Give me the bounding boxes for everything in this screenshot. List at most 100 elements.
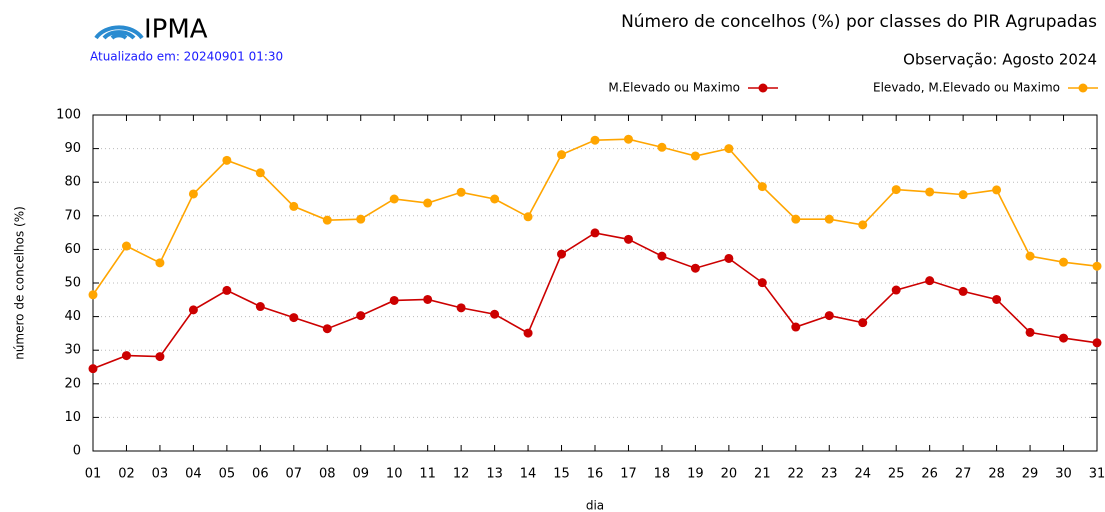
legend-swatch — [1078, 83, 1088, 93]
x-tick-label: 03 — [152, 467, 169, 482]
y-tick-label: 60 — [64, 242, 81, 257]
point — [356, 311, 366, 321]
point — [925, 187, 935, 197]
point — [690, 151, 700, 161]
y-tick-label: 30 — [64, 343, 81, 358]
point — [1092, 338, 1102, 348]
point — [155, 352, 165, 362]
x-tick-label: 11 — [419, 467, 436, 482]
point — [623, 134, 633, 144]
point — [1025, 327, 1035, 337]
x-tick-label: 30 — [1055, 467, 1072, 482]
chart-subtitle: Observação: Agosto 2024 — [903, 51, 1097, 69]
point — [858, 318, 868, 328]
point — [456, 187, 466, 197]
y-tick-label: 10 — [64, 410, 81, 425]
x-tick-label: 20 — [721, 467, 738, 482]
point — [490, 194, 500, 204]
point — [222, 285, 232, 295]
x-tick-label: 24 — [854, 467, 871, 482]
point — [590, 135, 600, 145]
y-tick-label: 40 — [64, 309, 81, 324]
x-tick-label: 18 — [654, 467, 671, 482]
x-tick-label: 27 — [955, 467, 972, 482]
point — [657, 142, 667, 152]
point — [255, 302, 265, 312]
updated: Atualizado em: 20240901 01:30 — [90, 50, 283, 64]
y-tick-label: 100 — [56, 108, 81, 123]
y-tick-label: 70 — [64, 208, 81, 223]
point — [88, 290, 98, 300]
x-tick-label: 17 — [620, 467, 637, 482]
point — [255, 168, 265, 178]
x-tick-label: 05 — [219, 467, 236, 482]
point — [858, 220, 868, 230]
point — [791, 214, 801, 224]
point — [322, 324, 332, 334]
x-tick-label: 02 — [118, 467, 135, 482]
x-tick-label: 19 — [687, 467, 704, 482]
x-tick-label: 26 — [921, 467, 938, 482]
chart-title: Número de concelhos (%) por classes do P… — [621, 12, 1097, 32]
point — [322, 215, 332, 225]
point — [1059, 333, 1069, 343]
x-tick-label: 22 — [788, 467, 805, 482]
point — [188, 305, 198, 315]
point — [1059, 257, 1069, 267]
point — [222, 155, 232, 165]
x-tick-label: 07 — [286, 467, 303, 482]
point — [824, 311, 834, 321]
x-tick-label: 04 — [185, 467, 202, 482]
point — [992, 185, 1002, 195]
x-tick-label: 28 — [988, 467, 1005, 482]
x-tick-label: 13 — [486, 467, 503, 482]
point — [891, 185, 901, 195]
x-axis-label: dia — [586, 499, 604, 512]
x-tick-label: 29 — [1022, 467, 1039, 482]
point — [557, 249, 567, 259]
point — [891, 285, 901, 295]
point — [389, 295, 399, 305]
point — [757, 278, 767, 288]
series-line — [92, 138, 1098, 296]
point — [824, 214, 834, 224]
x-tick-label: 01 — [85, 467, 102, 482]
point — [1025, 251, 1035, 261]
logo: IPMA — [94, 15, 208, 45]
point — [88, 364, 98, 374]
point — [389, 194, 399, 204]
x-tick-label: 10 — [386, 467, 403, 482]
x-tick-label: 14 — [520, 467, 537, 482]
x-tick-label: 12 — [453, 467, 470, 482]
x-tick-label: 08 — [319, 467, 336, 482]
point — [121, 351, 131, 361]
y-tick-label: 0 — [73, 444, 81, 459]
point — [456, 303, 466, 313]
point — [590, 228, 600, 238]
legend-label: Elevado, M.Elevado ou Maximo — [873, 81, 1060, 95]
point — [791, 322, 801, 332]
point — [757, 182, 767, 192]
series-line — [92, 232, 1098, 370]
y-tick-label: 50 — [64, 276, 81, 291]
point — [523, 328, 533, 338]
point — [557, 150, 567, 160]
point — [724, 144, 734, 154]
x-tick-label: 31 — [1089, 467, 1105, 482]
point — [992, 294, 1002, 304]
point — [490, 309, 500, 319]
point — [523, 212, 533, 222]
y-tick-label: 80 — [64, 175, 81, 190]
point — [958, 286, 968, 296]
point — [423, 294, 433, 304]
point — [356, 214, 366, 224]
y-tick-label: 20 — [64, 376, 81, 391]
logo-text: IPMA — [144, 15, 208, 45]
point — [657, 251, 667, 261]
legend-label: M.Elevado ou Maximo — [608, 81, 740, 95]
x-tick-label: 09 — [352, 467, 369, 482]
point — [423, 198, 433, 208]
x-tick-label: 21 — [754, 467, 771, 482]
point — [1092, 261, 1102, 271]
